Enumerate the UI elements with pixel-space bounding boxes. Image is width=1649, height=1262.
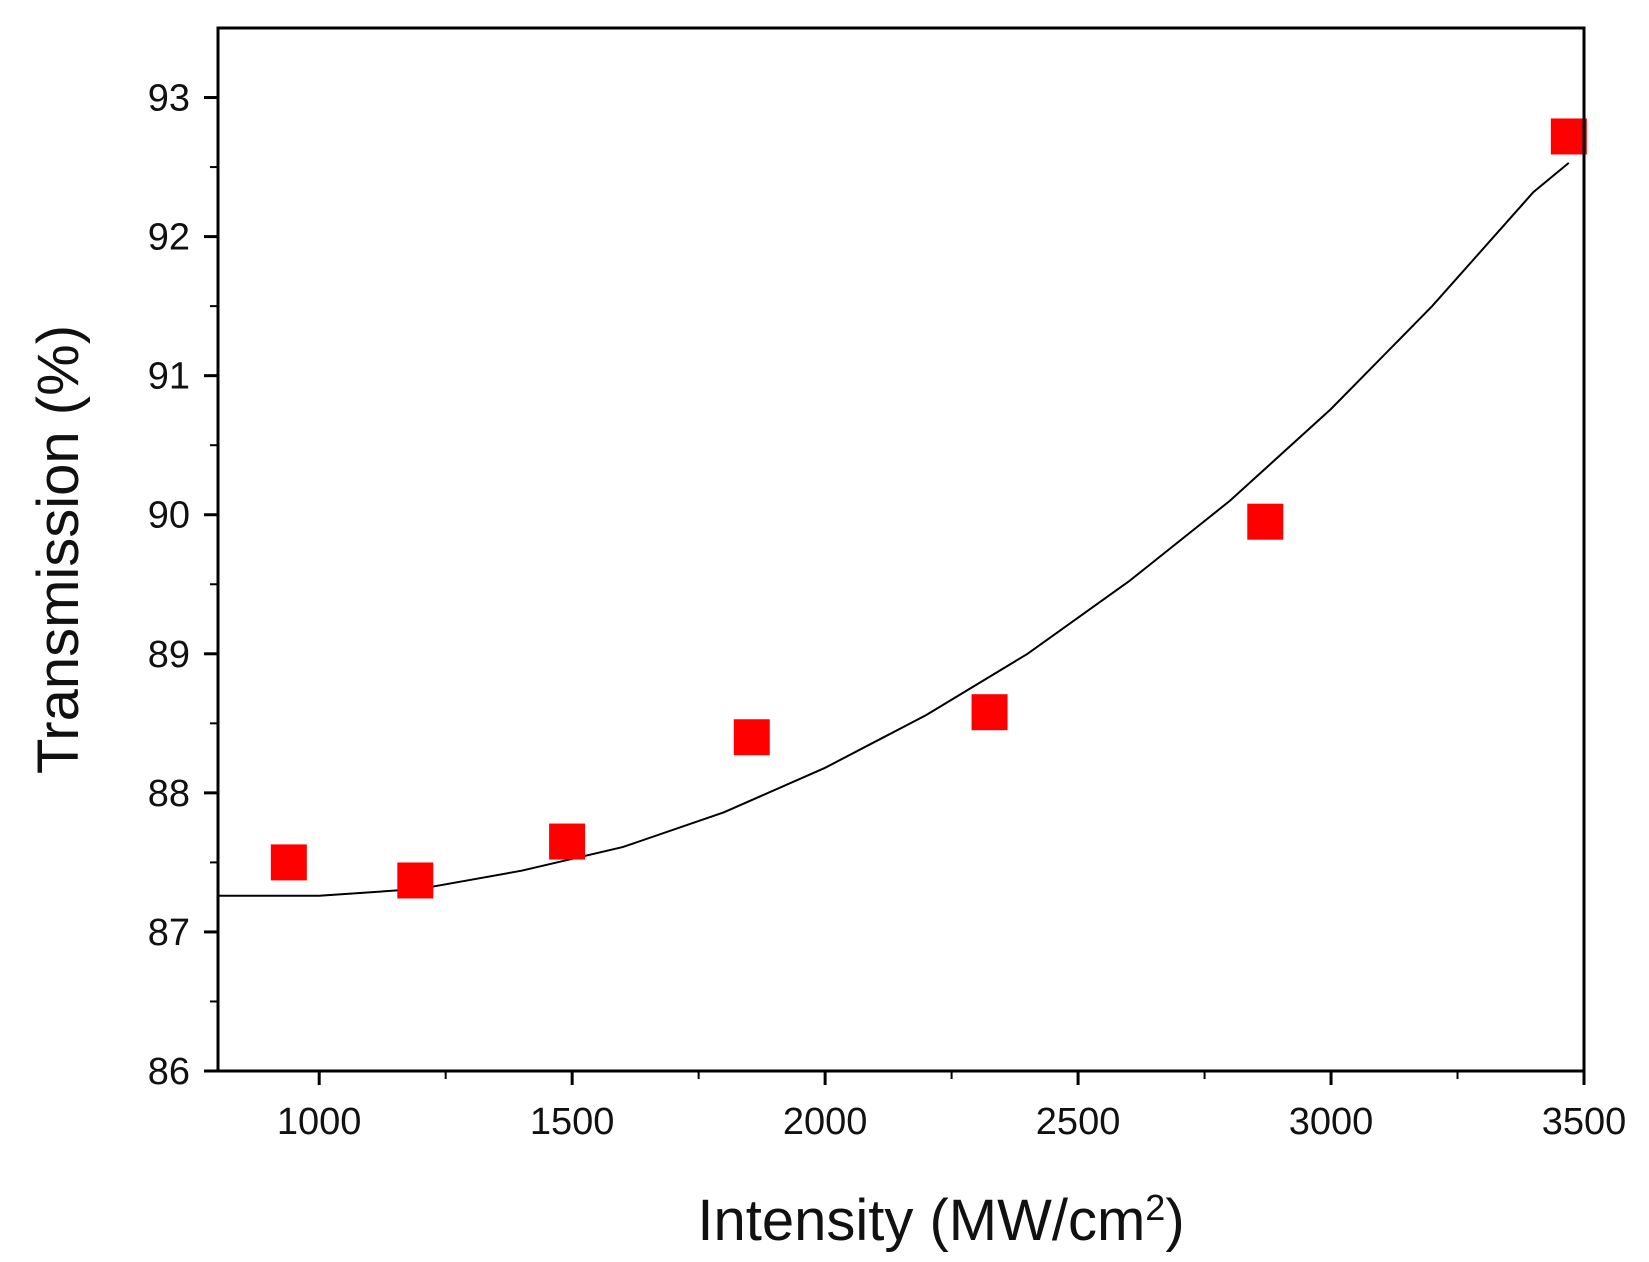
data-point	[733, 719, 770, 756]
data-point	[549, 823, 586, 860]
y-tick-label: 88	[148, 773, 190, 815]
data-point	[270, 844, 307, 881]
x-tick-label: 3000	[1289, 1101, 1374, 1143]
axes-layer	[204, 26, 1586, 1085]
x-tick-label: 2500	[1036, 1101, 1121, 1143]
x-axis-title-main: Intensity (MW/cm	[697, 1188, 1145, 1253]
labels-layer: 1000 1500 2000 2500 3000 3500 86 87 88 89 90 91 92 93…	[26, 78, 1626, 1253]
y-tick-label: 93	[148, 78, 190, 120]
data-point	[971, 694, 1008, 731]
x-axis-title: Intensity (MW/cm2)	[697, 1187, 1184, 1254]
y-axis-title: Transmission (%)	[26, 325, 91, 774]
y-tick-label: 86	[148, 1051, 190, 1093]
fit-curve-layer	[218, 162, 1570, 897]
x-axis-title-superscript: 2	[1145, 1187, 1165, 1228]
y-tick-label: 87	[148, 912, 190, 954]
y-tick-label: 89	[148, 634, 190, 676]
fit-line	[218, 162, 1570, 897]
x-axis-title-suffix: )	[1165, 1188, 1184, 1253]
x-tick-label: 3500	[1542, 1101, 1627, 1143]
y-tick-label: 90	[148, 495, 190, 537]
data-point	[1247, 503, 1284, 540]
plot-frame	[216, 26, 1586, 1073]
y-tick-label: 91	[148, 356, 190, 398]
x-tick-label: 2000	[783, 1101, 868, 1143]
data-point	[397, 862, 434, 899]
y-tick-label: 92	[148, 217, 190, 259]
x-tick-label: 1500	[530, 1101, 615, 1143]
data-point	[1550, 118, 1587, 155]
x-tick-label: 1000	[277, 1101, 362, 1143]
data-points-layer	[270, 118, 1587, 899]
